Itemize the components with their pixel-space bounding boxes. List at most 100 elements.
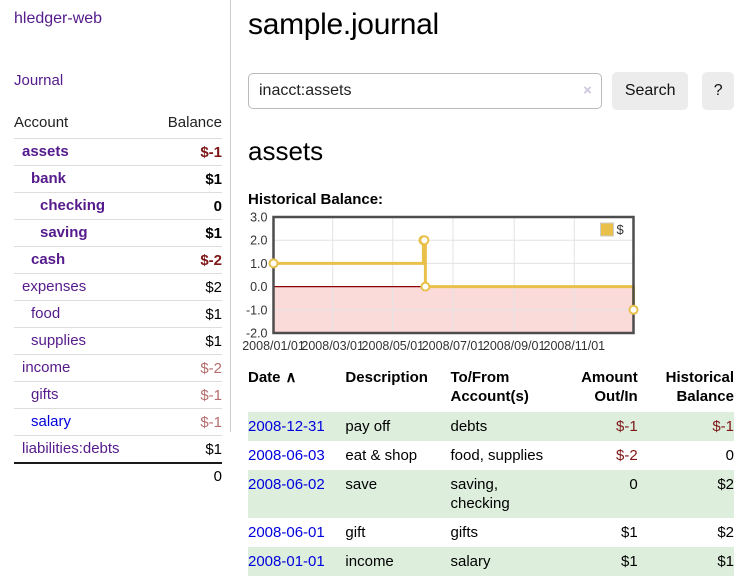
transaction-balance: $2 <box>717 524 734 541</box>
account-link-cash[interactable]: cash <box>31 251 66 268</box>
account-row: assets $-1 <box>14 138 222 166</box>
chart-canvas: $3.0 2.0 1.0 0.0 -1.0 -2.02008/01/012008/03/0… <box>242 211 639 353</box>
account-balance: $1 <box>151 219 222 247</box>
account-row: bank $1 <box>14 165 222 193</box>
account-balance: $-2 <box>151 354 222 382</box>
transaction-balance: $-1 <box>712 418 734 435</box>
transaction-row: 2008-06-02 save saving, checking 0 $2 <box>248 470 734 518</box>
transaction-row: 2008-06-03 eat & shop food, supplies $-2… <box>248 441 734 470</box>
app-title-link[interactable]: hledger-web <box>14 10 103 27</box>
help-button[interactable]: ? <box>702 72 734 110</box>
transaction-row: 2008-01-01 income salary $1 $1 <box>248 547 734 576</box>
search-input[interactable] <box>248 73 602 109</box>
sidebar-item-journal[interactable]: Journal <box>14 72 64 89</box>
x-tick-label: 2008/11/01 <box>544 339 606 353</box>
account-link-checking[interactable]: checking <box>40 197 106 214</box>
account-balance: 0 <box>151 192 222 220</box>
account-balance: $1 <box>151 327 222 355</box>
transaction-row: 2008-06-01 gift gifts $1 $2 <box>248 518 734 547</box>
y-tick-label: 3.0 <box>250 211 267 225</box>
x-tick-label: 2008/05/01 <box>362 339 425 353</box>
search-form: × Search ? <box>248 72 734 110</box>
account-balance: $-1 <box>151 381 222 409</box>
transaction-date-link[interactable]: 2008-06-01 <box>248 524 325 541</box>
transaction-date-link[interactable]: 2008-06-02 <box>248 476 325 493</box>
x-tick-label: 2008/01/01 <box>242 339 305 353</box>
account-row: salary $-1 <box>14 408 222 436</box>
transaction-accounts: saving, checking <box>450 476 510 512</box>
transaction-amount: $1 <box>621 524 638 541</box>
account-row: gifts $-1 <box>14 381 222 409</box>
account-link-gifts[interactable]: gifts <box>31 386 59 403</box>
account-link-bank[interactable]: bank <box>31 170 67 187</box>
sort-ascending-icon: ∧ <box>285 369 297 386</box>
transaction-date-link[interactable]: 2008-12-31 <box>248 418 325 435</box>
account-link-salary[interactable]: salary <box>31 413 72 430</box>
register-header-description: Description <box>345 369 428 386</box>
legend-label: $ <box>617 222 625 237</box>
transaction-balance: $2 <box>717 476 734 493</box>
account-row: liabilities:debts $1 <box>14 435 222 463</box>
transaction-description: income <box>345 553 394 570</box>
account-total-value: 0 <box>151 462 222 489</box>
account-row: expenses $2 <box>14 273 222 301</box>
y-tick-label: -1.0 <box>246 303 268 317</box>
search-input-wrap: × <box>248 73 602 109</box>
account-link-liabilities-debts[interactable]: liabilities:debts <box>22 440 120 457</box>
register-header-amount: Amount Out/In <box>581 369 638 405</box>
legend-swatch <box>600 222 614 237</box>
data-point-marker <box>420 281 431 292</box>
transaction-accounts: gifts <box>450 524 479 541</box>
account-balance: $1 <box>151 435 222 463</box>
transaction-row: 2008-12-31 pay off debts $-1 $-1 <box>248 412 734 441</box>
account-balance: $1 <box>151 165 222 193</box>
transaction-amount: $-2 <box>616 447 638 464</box>
account-total-row: 0 <box>14 462 222 489</box>
transaction-amount: 0 <box>629 476 638 493</box>
transaction-accounts: food, supplies <box>450 447 544 464</box>
page-title: sample.journal <box>248 8 439 41</box>
y-tick-label: 1.0 <box>250 257 267 271</box>
main-content: sample.journal × Search ? assets Histori… <box>242 0 742 576</box>
transaction-description: save <box>345 476 378 493</box>
transaction-date-link[interactable]: 2008-01-01 <box>248 553 325 570</box>
account-balance: $-1 <box>151 138 222 166</box>
account-link-food[interactable]: food <box>31 305 61 322</box>
clear-search-icon[interactable]: × <box>583 82 592 99</box>
sidebar-account-table: Account Balance assets $-1 bank $1 check… <box>14 110 222 489</box>
transaction-date-link[interactable]: 2008-06-03 <box>248 447 325 464</box>
search-button[interactable]: Search <box>611 72 689 110</box>
y-tick-label: -2.0 <box>246 327 268 341</box>
account-balance: $2 <box>151 273 222 301</box>
transaction-description: pay off <box>345 418 391 435</box>
balance-column-header: Balance <box>167 114 222 131</box>
account-row: saving $1 <box>14 219 222 247</box>
data-point-marker <box>628 304 639 315</box>
y-tick-label: 0.0 <box>250 280 267 294</box>
chart-section-label: Historical Balance: <box>248 191 384 208</box>
account-link-assets[interactable]: assets <box>22 143 69 160</box>
transaction-balance: 0 <box>725 447 734 464</box>
account-link-expenses[interactable]: expenses <box>22 278 87 295</box>
x-tick-label: 2008/09/01 <box>483 339 546 353</box>
sidebar: hledger-web Journal Account Balance asse… <box>0 0 230 489</box>
transaction-amount: $-1 <box>616 418 638 435</box>
account-column-header: Account <box>14 114 69 131</box>
account-link-supplies[interactable]: supplies <box>31 332 87 349</box>
account-balance: $1 <box>151 300 222 328</box>
plot-border <box>272 215 635 335</box>
data-point-marker <box>268 258 279 269</box>
transaction-amount: $1 <box>621 553 638 570</box>
account-total-spacer <box>14 462 152 489</box>
register-header-to-from: To/From Account(s) <box>450 369 529 405</box>
account-link-saving[interactable]: saving <box>40 224 88 241</box>
account-link-income[interactable]: income <box>22 359 71 376</box>
account-balance: $-1 <box>151 408 222 436</box>
register-header-historical: Historical Balance <box>665 369 734 405</box>
transaction-accounts: salary <box>450 553 491 570</box>
transaction-description: gift <box>345 524 366 541</box>
account-row: cash $-2 <box>14 246 222 274</box>
register-header-date[interactable]: Date ∧ <box>248 369 297 386</box>
account-heading: assets <box>248 136 324 166</box>
